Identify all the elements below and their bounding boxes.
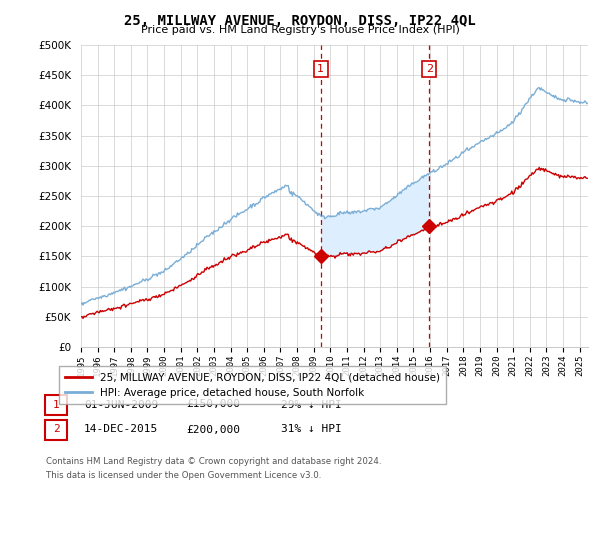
Text: 25, MILLWAY AVENUE, ROYDON, DISS, IP22 4QL: 25, MILLWAY AVENUE, ROYDON, DISS, IP22 4… [124, 14, 476, 28]
Text: 2: 2 [425, 64, 433, 74]
FancyBboxPatch shape [45, 420, 67, 440]
FancyBboxPatch shape [45, 395, 67, 415]
Text: This data is licensed under the Open Government Licence v3.0.: This data is licensed under the Open Gov… [46, 472, 322, 480]
Text: 29% ↓ HPI: 29% ↓ HPI [281, 399, 342, 409]
Text: £150,000: £150,000 [186, 399, 240, 409]
Text: 1: 1 [317, 64, 324, 74]
Text: 14-DEC-2015: 14-DEC-2015 [84, 424, 158, 435]
Text: 31% ↓ HPI: 31% ↓ HPI [281, 424, 342, 435]
Text: £200,000: £200,000 [186, 424, 240, 435]
Text: 01-JUN-2009: 01-JUN-2009 [84, 399, 158, 409]
Legend: 25, MILLWAY AVENUE, ROYDON, DISS, IP22 4QL (detached house), HPI: Average price,: 25, MILLWAY AVENUE, ROYDON, DISS, IP22 4… [59, 366, 446, 404]
Text: Price paid vs. HM Land Registry's House Price Index (HPI): Price paid vs. HM Land Registry's House … [140, 25, 460, 35]
Text: Contains HM Land Registry data © Crown copyright and database right 2024.: Contains HM Land Registry data © Crown c… [46, 458, 382, 466]
Text: 1: 1 [53, 399, 59, 409]
Text: 2: 2 [53, 424, 59, 435]
